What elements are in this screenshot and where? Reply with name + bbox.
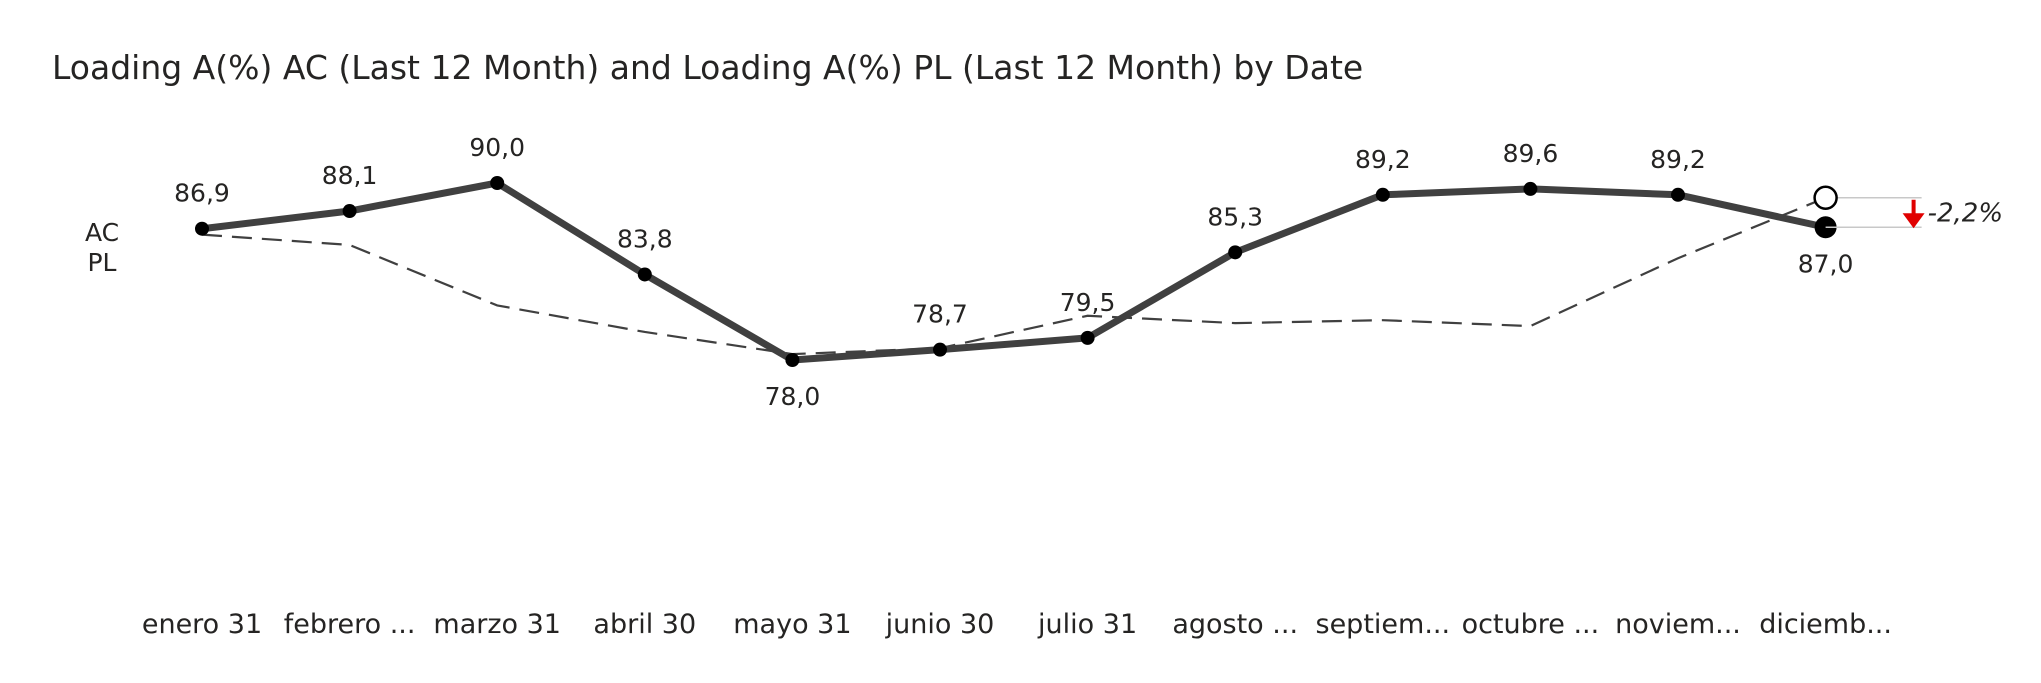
category-label: marzo 31 bbox=[433, 609, 561, 640]
chart-title: Loading A(%) AC (Last 12 Month) and Load… bbox=[52, 48, 1364, 87]
data-label-ac: 85,3 bbox=[1207, 202, 1263, 231]
variance-label: -2,2% bbox=[1928, 199, 2003, 229]
legend-ac: AC bbox=[85, 218, 119, 247]
data-label-ac: 79,5 bbox=[1060, 288, 1116, 317]
category-label: agosto ... bbox=[1172, 609, 1298, 640]
data-point-ac bbox=[637, 267, 652, 282]
data-label-ac: 78,7 bbox=[912, 300, 968, 329]
variance-arrow-icon bbox=[1902, 213, 1925, 229]
category-label: febrero ... bbox=[284, 609, 416, 640]
data-point-ac bbox=[1375, 187, 1390, 202]
legend-pl: PL bbox=[87, 248, 116, 277]
data-point-ac bbox=[1671, 187, 1685, 202]
category-label: noviem... bbox=[1615, 609, 1741, 640]
data-label-ac: 87,0 bbox=[1798, 249, 1854, 278]
category-label: septiem... bbox=[1316, 609, 1451, 640]
data-label-ac: 89,6 bbox=[1503, 139, 1559, 168]
category-label: octubre ... bbox=[1462, 609, 1600, 640]
data-point-ac bbox=[933, 342, 947, 357]
data-point-pl-last bbox=[1813, 185, 1838, 210]
data-point-ac bbox=[1228, 245, 1243, 260]
data-label-ac: 90,0 bbox=[469, 133, 525, 162]
data-label-ac: 78,0 bbox=[765, 382, 821, 411]
data-point-ac bbox=[490, 176, 505, 190]
data-label-ac: 83,8 bbox=[617, 224, 673, 253]
category-label: abril 30 bbox=[593, 609, 696, 640]
data-point-ac bbox=[1523, 181, 1538, 196]
data-point-ac bbox=[342, 204, 357, 219]
category-label: junio 30 bbox=[885, 609, 995, 640]
category-label: enero 31 bbox=[142, 609, 262, 640]
data-label-ac: 86,9 bbox=[174, 179, 230, 208]
series-line-pl bbox=[201, 196, 1827, 356]
data-point-ac bbox=[195, 221, 209, 236]
category-label: mayo 31 bbox=[733, 609, 851, 640]
data-label-ac: 89,2 bbox=[1650, 145, 1706, 174]
series-line-ac bbox=[201, 179, 1827, 364]
data-label-ac: 88,1 bbox=[322, 161, 378, 190]
data-point-ac bbox=[785, 353, 800, 367]
data-point-ac bbox=[1080, 330, 1095, 345]
category-label: diciemb... bbox=[1759, 609, 1892, 640]
category-label: julio 31 bbox=[1037, 609, 1137, 640]
data-label-ac: 89,2 bbox=[1355, 145, 1411, 174]
